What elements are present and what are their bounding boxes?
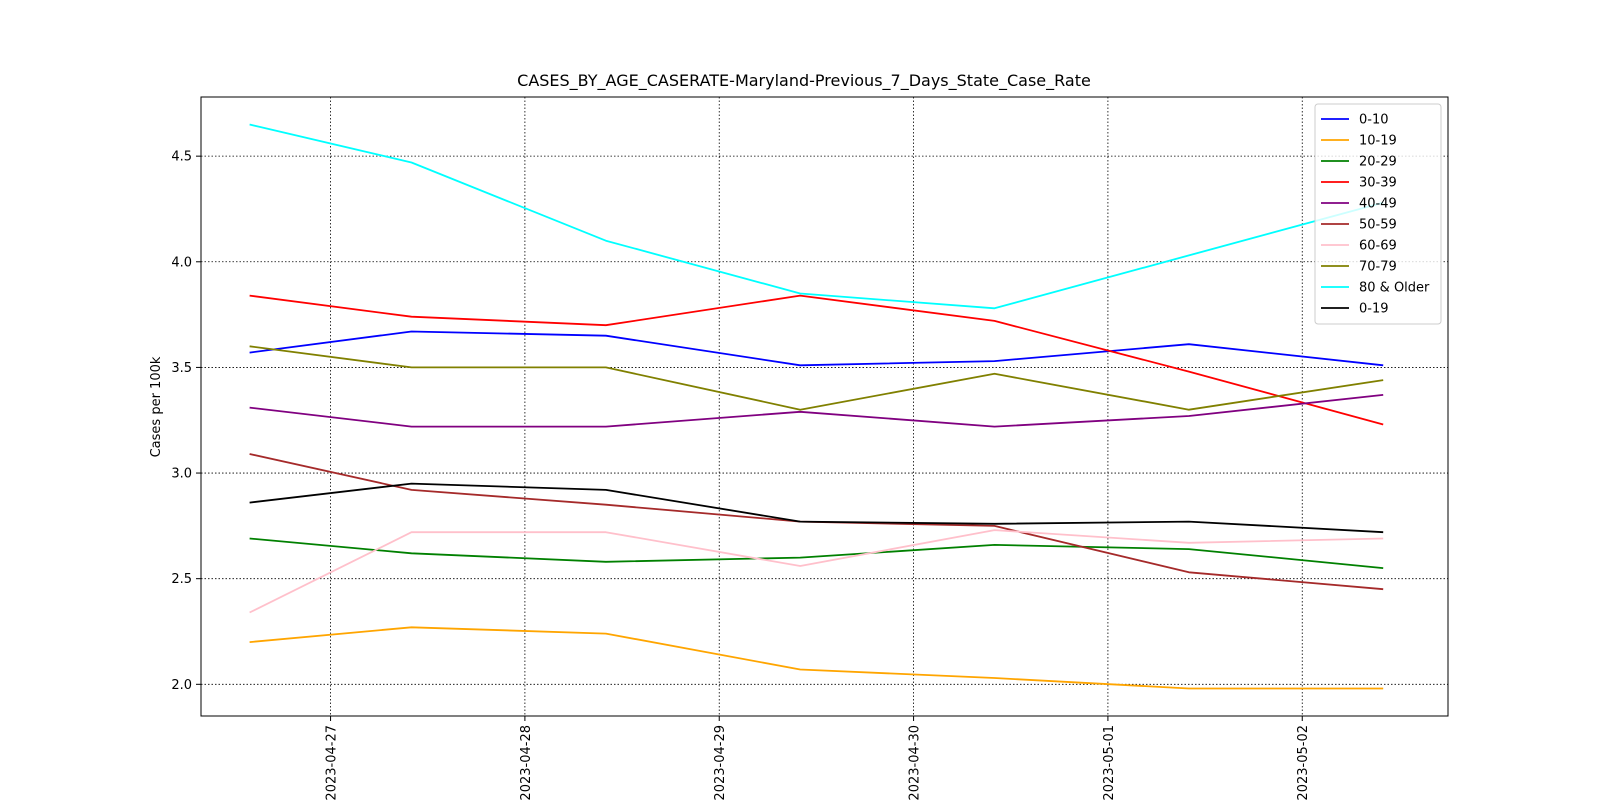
x-tick-label: 2023-04-29 [713, 725, 728, 800]
x-tick-label: 2023-04-28 [519, 725, 534, 800]
y-tick-label: 4.0 [171, 255, 192, 270]
legend-label: 50-59 [1359, 218, 1397, 233]
legend-label: 60-69 [1359, 239, 1397, 254]
chart-title: CASES_BY_AGE_CASERATE-Maryland-Previous_… [517, 71, 1091, 91]
series-line-9 [249, 482, 1384, 534]
y-tick-label: 2.0 [171, 678, 192, 693]
x-tick-label: 2023-04-27 [325, 725, 340, 800]
y-tick-label: 3.0 [171, 467, 192, 482]
y-tick-label: 2.5 [171, 572, 192, 587]
series-line-4 [249, 394, 1384, 428]
legend-box [1314, 103, 1442, 325]
x-axis: 2023-04-27 2023-04-28 2023-04-29 2023-04-30… [325, 716, 1311, 800]
series-lines [249, 123, 1384, 690]
series-line-0 [249, 330, 1384, 367]
legend-label: 40-49 [1359, 197, 1397, 212]
y-axis-label: Cases per 100k [149, 356, 164, 457]
y-tick-label: 4.5 [171, 150, 192, 165]
legend-label: 10-19 [1359, 134, 1397, 149]
legend-label: 80 & Older [1359, 281, 1430, 296]
y-axis: 2.0 2.5 3.0 3.5 4.0 4.5 [171, 150, 201, 693]
series-line-3 [249, 294, 1384, 426]
series-line-7 [249, 345, 1384, 411]
legend-label: 0-19 [1359, 302, 1389, 317]
y-tick-label: 3.5 [171, 361, 192, 376]
series-line-6 [249, 529, 1384, 614]
x-tick-label: 2023-05-02 [1296, 725, 1311, 800]
legend-label: 0-10 [1359, 113, 1389, 128]
series-line-8 [249, 123, 1384, 310]
x-tick-label: 2023-05-01 [1102, 725, 1117, 800]
legend-label: 30-39 [1359, 176, 1397, 191]
legend: 0-10 10-19 20-29 30-39 40-49 50-59 60-69 70-79 8… [1314, 103, 1442, 325]
x-tick-label: 2023-04-30 [908, 725, 923, 800]
legend-label: 70-79 [1359, 260, 1397, 275]
legend-label: 20-29 [1359, 155, 1397, 170]
series-line-2 [249, 537, 1384, 569]
series-line-1 [249, 626, 1384, 690]
plot-frame [200, 96, 1449, 717]
